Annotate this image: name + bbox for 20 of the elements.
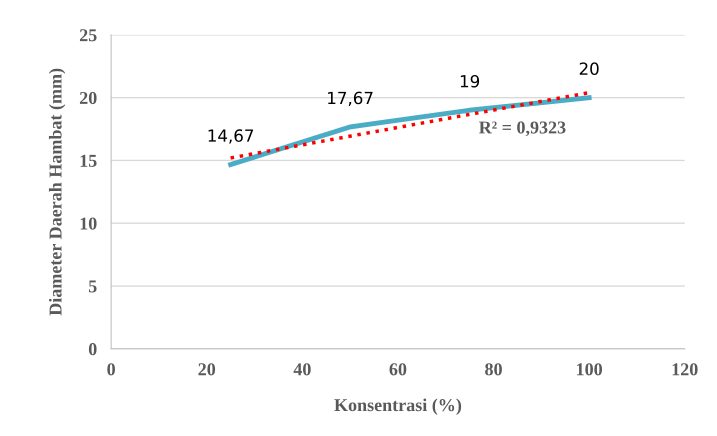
x-axis-title: Konsentrasi (%) [334,398,462,415]
y-tick-label: 15 [80,154,97,167]
y-tick-label: 0 [88,343,97,356]
x-tick-label: 120 [672,363,698,376]
y-tick-label: 25 [80,29,97,42]
x-tick-label: 80 [485,363,502,376]
x-tick-label: 100 [577,363,602,376]
data-label: 14,67 [208,129,254,144]
annotation: R² = 0,9323 [479,121,566,136]
x-tick-label: 40 [294,363,311,376]
data-label: 20 [580,62,599,75]
y-tick-label: 5 [88,280,97,292]
x-tick-label: 20 [198,363,216,376]
x-tick-label: 0 [107,363,115,376]
y-tick-label: 10 [80,217,97,230]
data-label: 17,67 [328,92,373,106]
y-tick-label: 20 [80,92,97,104]
x-tick-label: 60 [390,363,406,376]
y-axis-title: Diameter Daerah Hambat (mm) [48,68,66,316]
data-label: 19 [460,74,480,88]
